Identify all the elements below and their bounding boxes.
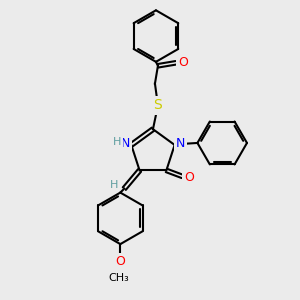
Text: CH₃: CH₃ [108, 273, 129, 283]
Text: N: N [176, 137, 185, 150]
Text: H: H [110, 180, 118, 190]
Text: N: N [121, 137, 130, 150]
Text: O: O [116, 255, 125, 268]
Text: S: S [154, 98, 162, 112]
Text: O: O [184, 171, 194, 184]
Text: O: O [178, 56, 188, 69]
Text: H: H [113, 137, 122, 147]
